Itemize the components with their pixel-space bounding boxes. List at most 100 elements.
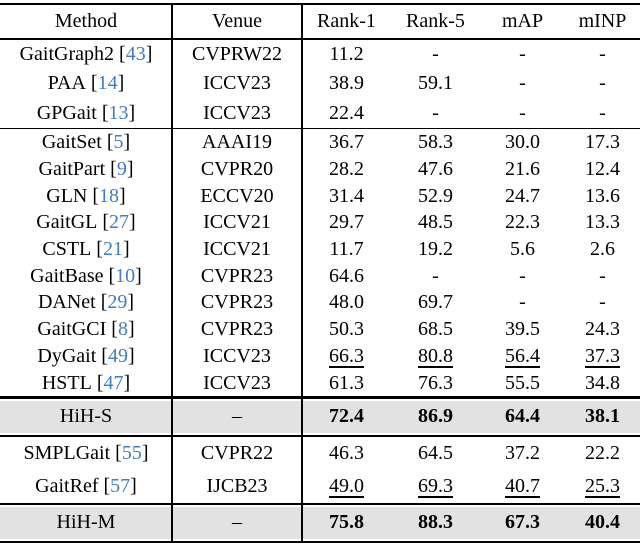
rank1-cell: 36.7 <box>329 131 364 154</box>
venue-cell: ICCV23 <box>203 344 271 367</box>
venue-cell: ECCV20 <box>200 184 274 207</box>
method-cell: HiH-M <box>56 511 116 534</box>
minp-cell: 13.6 <box>585 184 620 207</box>
vertical-rule-method-venue <box>171 3 173 543</box>
method-cell: GaitGCI [8] <box>0 316 172 343</box>
minp-cell: - <box>599 72 606 95</box>
rank5-cell: 69.3 <box>418 474 453 497</box>
minp-cell: 22.2 <box>585 441 620 464</box>
method-name: GaitGCI <box>37 318 107 341</box>
table-row: GaitGraph2 [43] CVPRW22 11.2 - - - <box>0 40 640 69</box>
col-header-minp: mINP <box>578 10 627 32</box>
rank1-cell: 11.2 <box>329 43 364 66</box>
citation-link[interactable]: [21] <box>96 238 130 261</box>
method-name: GaitPart <box>38 158 106 181</box>
minp-cell: 13.3 <box>585 211 620 234</box>
map-cell: - <box>519 101 526 124</box>
rank5-cell: 86.9 <box>418 405 453 428</box>
venue-cell: ICCV23 <box>203 371 271 394</box>
citation-link[interactable]: [8] <box>111 318 135 341</box>
rank1-cell: 50.3 <box>329 318 364 341</box>
citation-link[interactable]: [14] <box>90 72 125 95</box>
method-name: CSTL <box>42 238 92 261</box>
citation-link[interactable]: [47] <box>96 371 131 394</box>
citation-link[interactable]: [57] <box>103 474 137 497</box>
rank5-cell: 58.3 <box>418 131 453 154</box>
rank1-cell: 64.6 <box>329 264 364 287</box>
citation-link[interactable]: [29] <box>100 291 135 314</box>
map-cell: 24.7 <box>505 184 540 207</box>
rank1-cell: 22.4 <box>329 101 364 124</box>
map-cell: 39.5 <box>505 318 540 341</box>
rank5-cell: 69.7 <box>418 291 453 314</box>
citation-link[interactable]: [5] <box>106 131 131 154</box>
map-cell: 64.4 <box>505 405 540 428</box>
table-row: CSTL [21] ICCV21 11.7 19.2 5.6 2.6 <box>0 236 640 263</box>
method-name: SMPLGait <box>23 441 111 464</box>
section-rule <box>0 502 640 505</box>
table-row: GPGait [13] ICCV23 22.4 - - - <box>0 99 640 128</box>
map-cell: 56.4 <box>505 344 540 367</box>
map-cell: 30.0 <box>505 131 540 154</box>
col-header-map: mAP <box>501 10 544 32</box>
citation-link[interactable]: [13] <box>101 101 136 124</box>
minp-cell: 38.1 <box>585 405 620 428</box>
rank1-cell: 48.0 <box>329 291 364 314</box>
method-cell: GPGait [13] <box>0 99 172 128</box>
minp-cell: 2.6 <box>590 238 615 261</box>
venue-cell: CVPR23 <box>200 264 274 287</box>
rank5-cell: - <box>432 43 439 66</box>
venue-cell: ICCV21 <box>203 211 271 234</box>
section-rule <box>0 434 640 437</box>
rank1-cell: 49.0 <box>329 474 364 497</box>
citation-link[interactable]: [55] <box>115 441 149 464</box>
method-name: GPGait <box>36 101 97 124</box>
rank1-cell: 46.3 <box>329 441 364 464</box>
method-cell: DyGait [49] <box>0 343 172 370</box>
map-cell: 37.2 <box>505 441 540 464</box>
table-row: DANet [29] CVPR23 48.0 69.7 - - <box>0 290 640 317</box>
venue-cell: – <box>232 511 242 534</box>
method-name: DyGait <box>37 344 97 367</box>
rank5-cell: 52.9 <box>418 184 453 207</box>
citation-link[interactable]: [49] <box>101 344 135 367</box>
method-cell: DANet [29] <box>0 290 172 317</box>
minp-cell: 17.3 <box>585 131 620 154</box>
citation-link[interactable]: [27] <box>102 211 136 234</box>
table-row-hih-m: HiH-M – 75.8 88.3 67.3 40.4 <box>0 504 640 541</box>
bottom-rule <box>0 540 640 543</box>
venue-cell: CVPR22 <box>200 441 274 464</box>
venue-cell: ICCV23 <box>203 101 271 124</box>
rank1-cell: 31.4 <box>329 184 364 207</box>
method-cell: HiH-S <box>59 405 113 428</box>
citation-link[interactable]: [18] <box>92 184 126 207</box>
table-row-hih-s: HiH-S – 72.4 86.9 64.4 38.1 <box>0 398 640 435</box>
rank5-cell: - <box>432 101 439 124</box>
table-row: GaitRef [57] IJCB23 49.0 69.3 40.7 25.3 <box>0 470 640 503</box>
rank1-cell: 38.9 <box>329 72 364 95</box>
table-header-row: Method Venue Rank-1 Rank-5 mAP mINP <box>0 5 640 38</box>
method-cell: SMPLGait [55] <box>0 437 172 470</box>
venue-cell: CVPR23 <box>200 291 274 314</box>
minp-cell: 25.3 <box>585 474 620 497</box>
col-header-method: Method <box>54 10 118 32</box>
rank5-cell: 48.5 <box>418 211 453 234</box>
rank5-cell: 76.3 <box>418 371 453 394</box>
method-name: GaitGraph2 <box>19 43 115 66</box>
map-cell: - <box>519 43 526 66</box>
method-name: DANet <box>37 291 96 314</box>
venue-cell: ICCV21 <box>203 238 271 261</box>
minp-cell: 34.8 <box>585 371 620 394</box>
citation-link[interactable]: [10] <box>108 264 142 287</box>
table-row: GLN [18] ECCV20 31.4 52.9 24.7 13.6 <box>0 183 640 210</box>
minp-cell: - <box>599 43 606 66</box>
citation-link[interactable]: [43] <box>119 43 153 66</box>
citation-link[interactable]: [9] <box>110 158 134 181</box>
map-cell: 67.3 <box>505 511 540 534</box>
header-rule <box>0 38 640 40</box>
rank1-cell: 29.7 <box>329 211 364 234</box>
rank5-cell: 59.1 <box>418 72 453 95</box>
rank1-cell: 66.3 <box>329 344 364 367</box>
rank5-cell: 19.2 <box>418 238 453 261</box>
